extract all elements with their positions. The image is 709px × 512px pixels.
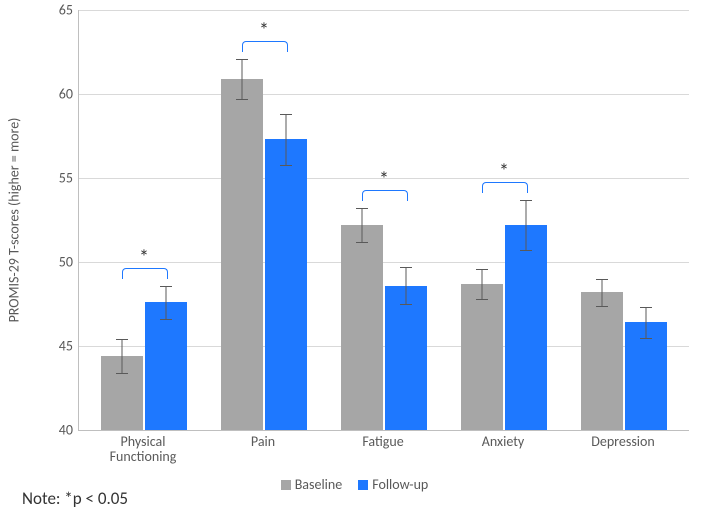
y-axis-label: PROMIS-29 T-scores (higher = more) [6,118,23,323]
error-cap [280,114,292,115]
bar [581,292,623,430]
significance-star-icon: * [499,160,509,184]
error-cap [356,208,368,209]
error-cap [640,307,652,308]
legend-swatch [281,480,291,490]
error-cap [236,59,248,60]
bar [385,286,427,430]
bars-layer: * * * * [79,10,689,430]
footnote: Note: *p < 0.05 [22,488,128,509]
significance-star-icon: * [379,168,389,192]
x-tick-label: PhysicalFunctioning [100,434,186,465]
bar [341,225,383,430]
bar [145,302,187,430]
promis-chart: **** PROMIS-29 T-scores (higher = more) … [0,0,709,512]
error-cap [356,242,368,243]
error-bar [406,267,407,304]
error-cap [160,319,172,320]
y-tick-label: 50 [43,254,73,271]
legend-label: Baseline [295,476,343,493]
error-cap [236,99,248,100]
error-cap [520,250,532,251]
legend-item: Baseline [281,476,343,493]
error-cap [640,338,652,339]
legend-label: Follow-up [372,476,428,493]
error-cap [596,306,608,307]
y-tick-label: 45 [43,338,73,355]
y-tick-label: 65 [43,2,73,19]
y-tick-label: 55 [43,170,73,187]
error-bar [482,269,483,299]
error-cap [400,304,412,305]
bar [265,139,307,430]
significance-star-icon: * [259,19,269,43]
bar [221,79,263,430]
error-bar [242,59,243,99]
bar [505,225,547,430]
y-tick-label: 40 [43,422,73,439]
error-bar [602,279,603,306]
legend-item: Follow-up [358,476,428,493]
error-bar [362,208,363,242]
error-cap [116,373,128,374]
x-tick-label: Pain [220,434,306,449]
error-cap [520,200,532,201]
plot-area: * * * * [78,10,689,431]
error-cap [596,279,608,280]
x-tick-label: Anxiety [460,434,546,449]
x-tick-label: Depression [580,434,666,449]
legend-swatch [358,480,368,490]
error-bar [286,114,287,164]
y-tick-label: 60 [43,86,73,103]
significance-star-icon: * [139,246,149,270]
bar [461,284,503,430]
error-bar [646,307,647,337]
error-cap [116,339,128,340]
error-bar [526,200,527,250]
error-cap [476,269,488,270]
error-cap [476,299,488,300]
x-tick-label: Fatigue [340,434,426,449]
bar [625,322,667,430]
error-bar [122,339,123,373]
error-cap [160,286,172,287]
error-cap [280,165,292,166]
error-bar [166,286,167,320]
error-cap [400,267,412,268]
